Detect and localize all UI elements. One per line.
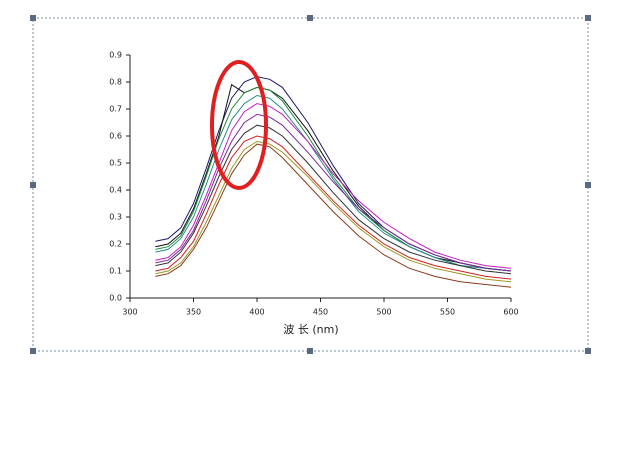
y-tick-label: 0.3 bbox=[109, 213, 122, 222]
y-tick-label: 0.1 bbox=[109, 267, 122, 276]
y-tick-label: 0.2 bbox=[109, 240, 122, 249]
plot-area: 0.0 0.1 0.2 0.3 0.4 0.5 0.6 0.7 0.8 0.9 300 350 400 4… bbox=[109, 51, 518, 317]
y-tick-label: 0.6 bbox=[109, 132, 122, 141]
x-tick-label: 350 bbox=[186, 308, 201, 317]
spectrum-line bbox=[155, 143, 512, 288]
x-axis-label: 波 长 (nm) bbox=[283, 323, 338, 336]
x-tick-label: 550 bbox=[440, 308, 455, 317]
y-tick-label: 0.5 bbox=[109, 159, 122, 168]
spectrum-line bbox=[155, 94, 512, 272]
spectrum-line bbox=[155, 140, 512, 283]
spectrum-line bbox=[155, 124, 512, 275]
y-tick-label: 0.7 bbox=[109, 105, 122, 114]
spectrum-line bbox=[155, 113, 512, 272]
x-tick-label: 300 bbox=[122, 308, 137, 317]
x-tick-label: 500 bbox=[376, 308, 391, 317]
spectrum-line bbox=[155, 103, 512, 269]
resize-handles bbox=[30, 15, 591, 354]
spectrum-line bbox=[155, 135, 512, 280]
x-tick-label: 450 bbox=[313, 308, 328, 317]
y-tick-label: 0.8 bbox=[109, 78, 122, 87]
x-tick-label: 400 bbox=[249, 308, 264, 317]
x-tick-label: 600 bbox=[503, 308, 518, 317]
y-tick-label: 0.0 bbox=[109, 294, 122, 303]
y-tick-label: 0.9 bbox=[109, 51, 122, 60]
y-tick-label: 0.4 bbox=[109, 186, 122, 195]
highlight-ellipse bbox=[210, 60, 268, 190]
